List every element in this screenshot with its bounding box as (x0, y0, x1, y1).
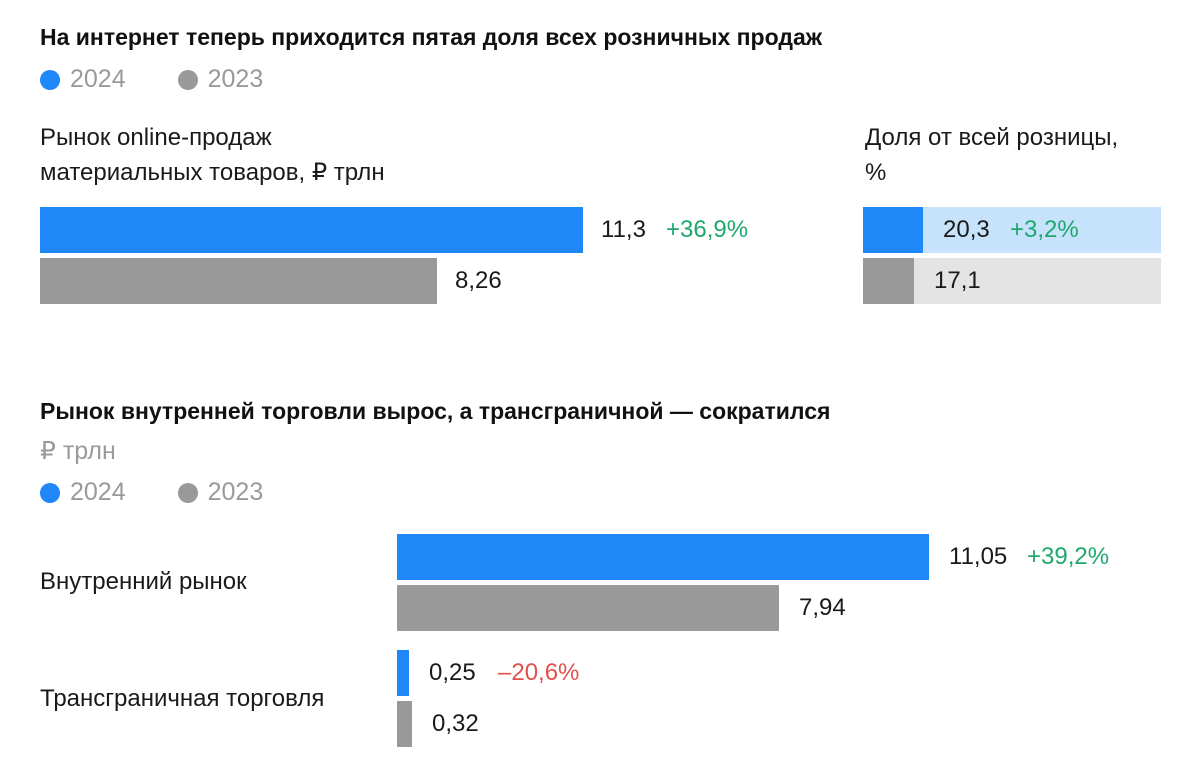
legend-dot-2024-icon (40, 69, 60, 90)
bar-domestic-2023 (397, 585, 779, 631)
bar-share-2024 (863, 207, 923, 253)
legend-label-2024: 2024 (70, 65, 126, 93)
change-label-domestic-2024: +39,2% (1027, 543, 1110, 570)
panel2-label-line1: Доля от всей розницы, (865, 124, 1119, 151)
chart1-legend: 2024 2023 (40, 65, 315, 94)
legend2-label-2024: 2024 (70, 478, 126, 506)
value-label-domestic-2023: 7,94 (799, 594, 846, 621)
bar-domestic-2024 (397, 534, 929, 580)
value-label-share-2024: 20,3 (943, 216, 990, 243)
legend-dot-2023-icon (177, 69, 198, 90)
legend2-item-2023: 2023 (177, 478, 264, 507)
legend2-item-2024: 2024 (40, 478, 126, 507)
legend-label-2023: 2023 (207, 65, 264, 93)
change-label-online-2024: +36,9% (666, 216, 749, 243)
value-label-online-2023: 8,26 (455, 267, 502, 294)
chart2-legend: 2024 2023 (40, 478, 315, 507)
legend2-dot-2023-icon (177, 482, 198, 503)
bar-online-2024 (40, 207, 583, 253)
chart2-unit: ₽ трлн (40, 437, 116, 465)
legend2-label-2023: 2023 (207, 478, 264, 506)
panel2-label-line2: % (865, 159, 887, 186)
change-label-share-2024: +3,2% (1010, 216, 1079, 243)
value-label-share-2023: 17,1 (934, 267, 981, 294)
category-label-domestic: Внутренний рынок (40, 568, 247, 595)
category-label-crossborder: Трансграничная торговля (40, 685, 325, 712)
bar-share-2023 (863, 258, 914, 304)
value-label-online-2024: 11,3 (601, 216, 646, 243)
panel1-label: Рынок online-продаж материальных товаров… (40, 120, 385, 190)
value-label-domestic-2024: 11,05 (949, 543, 1008, 570)
chart1-title: На интернет теперь приходится пятая доля… (40, 24, 823, 50)
legend-item-2024: 2024 (40, 65, 126, 94)
chart2-title: Рынок внутренней торговли вырос, а транс… (40, 398, 831, 424)
value-label-crossborder-2024: 0,25 (429, 659, 476, 686)
bar-crossborder-2023 (397, 701, 412, 747)
bar-crossborder-2024 (397, 650, 409, 696)
panel2-label: Доля от всей розницы, % (865, 120, 1118, 190)
bar-online-2023 (40, 258, 437, 304)
change-label-crossborder-2024: –20,6% (498, 659, 580, 686)
panel1-label-line2: материальных товаров, ₽ трлн (40, 159, 385, 186)
panel1-label-line1: Рынок online-продаж (40, 124, 272, 151)
value-label-crossborder-2023: 0,32 (432, 710, 479, 737)
legend2-dot-2024-icon (40, 482, 60, 503)
legend-item-2023: 2023 (177, 65, 264, 94)
